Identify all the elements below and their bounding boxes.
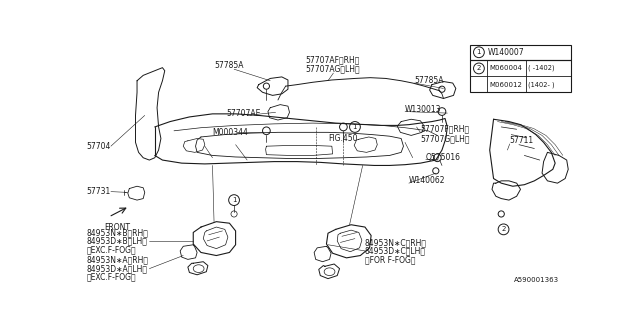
Text: 57707F〈RH〉: 57707F〈RH〉	[420, 125, 470, 134]
Text: W130013: W130013	[405, 105, 442, 114]
Text: 2: 2	[477, 65, 481, 71]
Text: 84953N∗B〈RH〉: 84953N∗B〈RH〉	[86, 228, 148, 237]
Text: 57707AF〈RH〉: 57707AF〈RH〉	[305, 55, 359, 64]
Text: 2: 2	[501, 226, 506, 232]
Text: 1: 1	[353, 124, 357, 130]
Text: 57731: 57731	[86, 187, 111, 196]
Bar	[470, 60, 570, 92]
Text: ( -1402): ( -1402)	[528, 64, 555, 71]
Text: 57785A: 57785A	[414, 76, 444, 85]
Text: W140007: W140007	[488, 48, 525, 57]
Text: Q575016: Q575016	[426, 153, 461, 162]
Text: 84953D∗C〈LH〉: 84953D∗C〈LH〉	[365, 246, 426, 255]
Text: 84953D∗A〈LH〉: 84953D∗A〈LH〉	[86, 264, 147, 273]
Text: 57711: 57711	[509, 136, 534, 145]
Text: 1: 1	[232, 197, 236, 203]
Text: 57707AE: 57707AE	[227, 109, 260, 118]
Text: 57707AG〈LH〉: 57707AG〈LH〉	[305, 65, 360, 74]
Text: 57707G〈LH〉: 57707G〈LH〉	[420, 134, 470, 143]
Text: 〈EXC.F-FOG〉: 〈EXC.F-FOG〉	[86, 245, 136, 254]
Text: 84953D∗B〈LH〉: 84953D∗B〈LH〉	[86, 236, 147, 245]
Text: (1402- ): (1402- )	[528, 81, 555, 88]
Text: A590001363: A590001363	[514, 277, 559, 283]
Text: FRONT: FRONT	[104, 222, 130, 232]
Text: W140062: W140062	[409, 176, 445, 185]
Text: M000344: M000344	[212, 128, 248, 137]
Text: 〈EXC.F-FOG〉: 〈EXC.F-FOG〉	[86, 273, 136, 282]
Text: 57785A: 57785A	[214, 61, 244, 70]
Text: 〈FOR F-FOG〉: 〈FOR F-FOG〉	[365, 255, 415, 264]
Bar	[470, 44, 570, 60]
Text: 57704: 57704	[86, 142, 111, 151]
Text: M060004: M060004	[490, 65, 523, 71]
Text: M060012: M060012	[490, 82, 523, 88]
Text: FIG.450: FIG.450	[328, 134, 358, 143]
Text: 84953N∗C〈RH〉: 84953N∗C〈RH〉	[365, 238, 427, 247]
Text: 1: 1	[477, 49, 481, 55]
Text: 84953N∗A〈RH〉: 84953N∗A〈RH〉	[86, 256, 148, 265]
